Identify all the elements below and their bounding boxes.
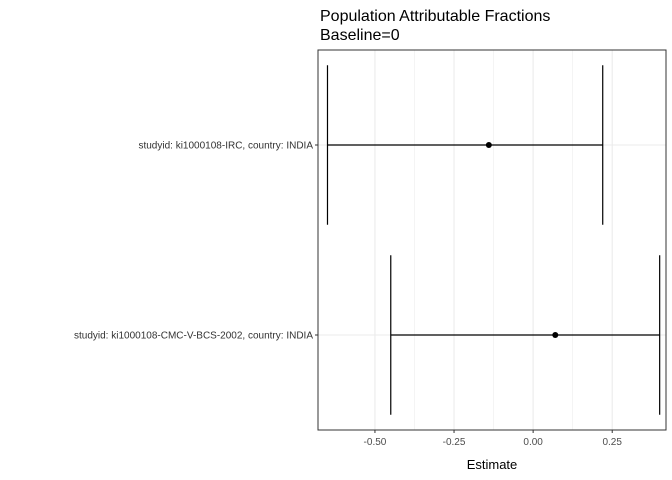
estimate-point (552, 332, 559, 338)
x-tick-label: 0.00 (523, 437, 543, 448)
x-tick-label: 0.25 (602, 437, 622, 448)
panel-border (317, 49, 667, 431)
x-tick-label: -0.25 (443, 437, 466, 448)
x-tick-label: -0.50 (364, 437, 387, 448)
category-label: studyid: ki1000108-CMC-V-BCS-2002, count… (74, 331, 313, 342)
x-axis: -0.50 -0.25 0.00 0.25 (364, 430, 622, 448)
category-label: studyid: ki1000108-IRC, country: INDIA (138, 141, 313, 152)
error-bars (326, 65, 661, 415)
y-axis: studyid: ki1000108-IRC, country: INDIA st… (74, 141, 318, 342)
estimate-point (485, 142, 492, 148)
grid (318, 50, 666, 430)
chart-title: Population Attributable Fractions (320, 8, 550, 25)
x-axis-title: Estimate (467, 457, 518, 472)
chart-subtitle: Baseline=0 (320, 27, 400, 44)
